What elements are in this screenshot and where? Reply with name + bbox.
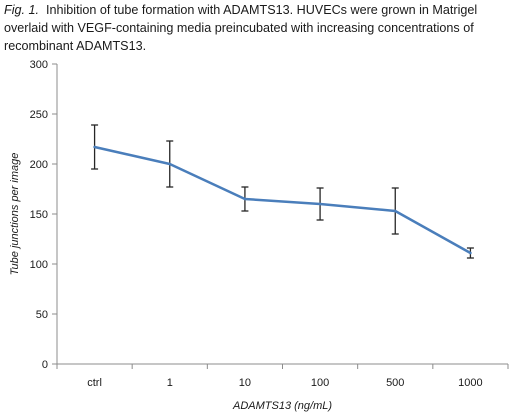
y-tick-label: 150: [30, 209, 48, 221]
y-tick-label: 250: [30, 109, 48, 121]
data-point: [394, 209, 397, 213]
x-tick-label: ctrl: [87, 377, 102, 389]
x-axis-title: ADAMTS13 (ng/mL): [232, 400, 332, 412]
y-axis-title: Tube junctions per image: [9, 153, 21, 276]
series-line: [93, 145, 472, 255]
caption-text: Inhibition of tube formation with ADAMTS…: [4, 3, 478, 53]
data-series: [93, 145, 472, 255]
figure-caption: Fig. 1. Inhibition of tube formation wit…: [4, 1, 516, 55]
y-tick-label: 0: [42, 359, 48, 371]
data-point: [168, 162, 171, 166]
y-tick-label: 300: [30, 59, 48, 71]
x-tick-label: 500: [386, 377, 404, 389]
chart-axes: 0 50 100 150 200 250 300 ctrl 1 10 100 500 1000: [30, 59, 509, 389]
x-tick-label: 10: [239, 377, 251, 389]
data-point: [469, 251, 472, 255]
y-tick-label: 50: [36, 309, 48, 321]
data-point: [243, 197, 247, 201]
x-tick-label: 100: [311, 377, 329, 389]
y-tick-label: 200: [30, 159, 48, 171]
data-point: [93, 145, 96, 149]
x-tick-label: 1: [167, 377, 173, 389]
error-bars: [91, 124, 474, 259]
y-tick-label: 100: [30, 259, 48, 271]
caption-label: Fig. 1.: [4, 3, 39, 17]
data-point: [318, 202, 322, 206]
x-tick-label: 1000: [458, 377, 482, 389]
